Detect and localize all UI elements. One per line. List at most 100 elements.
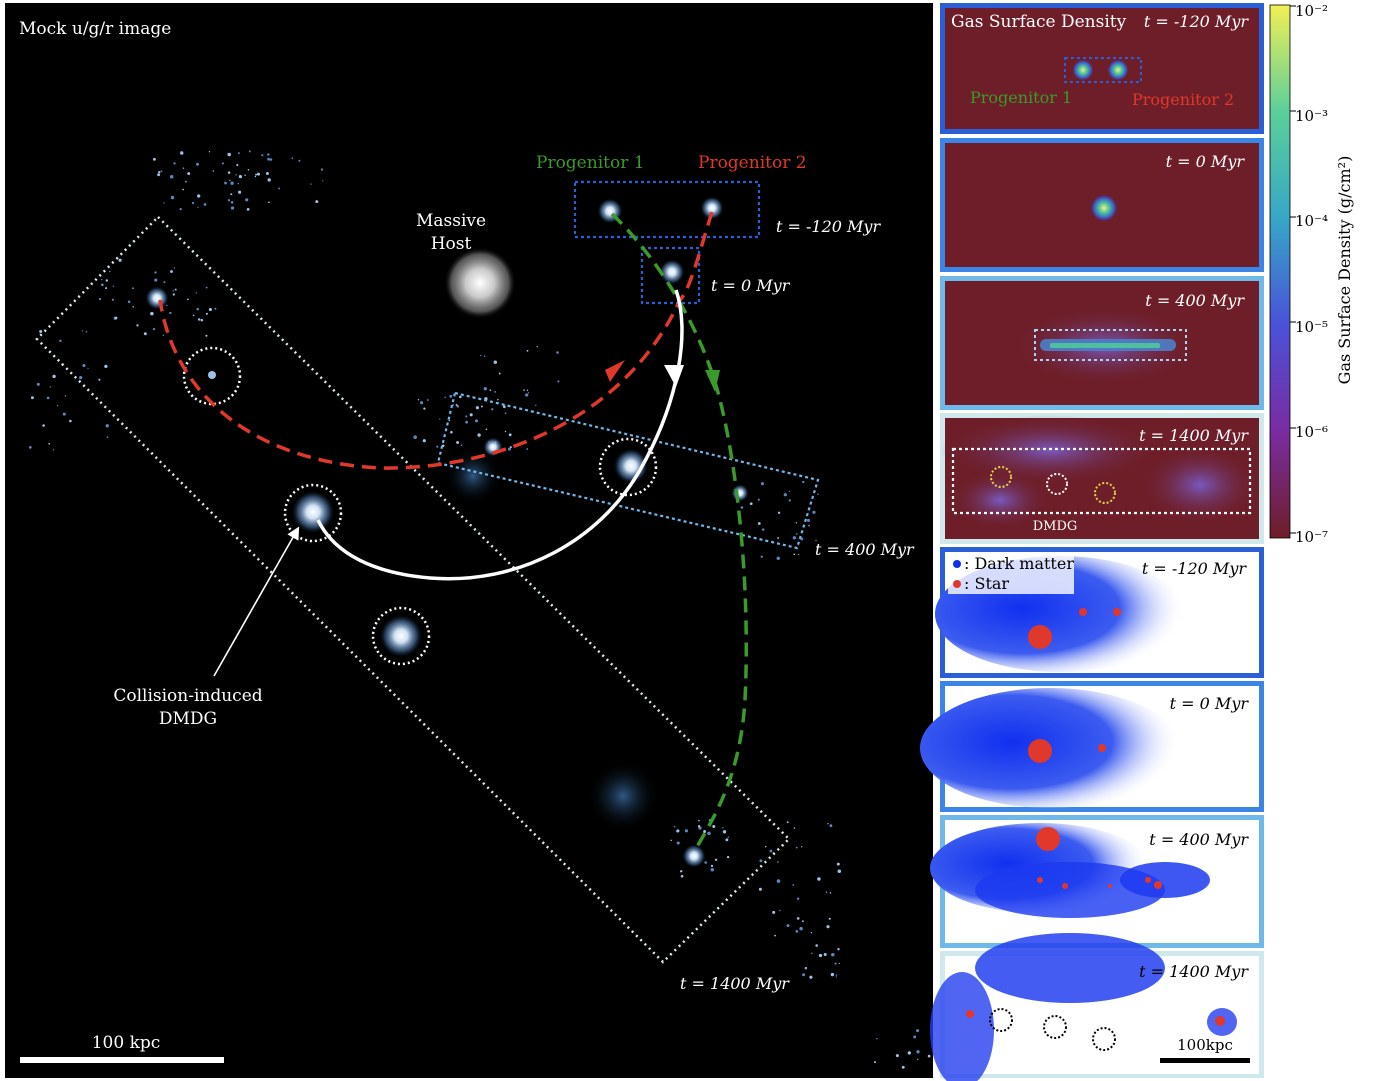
star-particle bbox=[676, 841, 680, 845]
dm-time-label: t = 1400 Myr bbox=[1139, 962, 1249, 981]
star-particle bbox=[182, 188, 184, 191]
merged-progenitor-galaxy bbox=[659, 259, 685, 285]
star-particle bbox=[187, 298, 189, 301]
star-particle bbox=[494, 390, 497, 393]
star-particle bbox=[796, 533, 798, 535]
star-particle bbox=[246, 208, 250, 211]
star-particle bbox=[36, 382, 40, 386]
star-particle bbox=[927, 1054, 931, 1058]
star-particle bbox=[449, 394, 453, 398]
star-particle bbox=[834, 962, 837, 965]
star-particle bbox=[710, 868, 715, 872]
star-particle bbox=[776, 556, 780, 560]
star-particle bbox=[238, 190, 242, 194]
gas-panel-t-0: t = 0 Myr bbox=[940, 138, 1264, 272]
colorbar-tick-label: 10⁻⁶ bbox=[1295, 423, 1328, 441]
star-particle bbox=[679, 870, 683, 873]
star-particle bbox=[836, 862, 840, 866]
star-particle bbox=[205, 312, 208, 315]
dmdg-label: DMDG bbox=[159, 709, 217, 729]
star-particle bbox=[196, 162, 199, 166]
star-particle bbox=[265, 172, 269, 175]
time-label-t-0: t = 0 Myr bbox=[711, 276, 791, 295]
progenitor-1-label: Progenitor 1 bbox=[536, 153, 645, 173]
star-particle bbox=[456, 404, 460, 408]
star-particle bbox=[221, 162, 224, 165]
star-particle bbox=[162, 334, 165, 337]
star-particle bbox=[757, 522, 761, 525]
star-particle bbox=[200, 318, 204, 322]
star-particle bbox=[310, 183, 312, 185]
dmdg-pointer-arrow bbox=[213, 526, 300, 677]
gas-panel-t-minus-120: Gas Surface Density t = -120 Myr Progeni… bbox=[940, 3, 1264, 134]
star-particle bbox=[85, 331, 88, 333]
star-particle bbox=[163, 281, 166, 284]
star-particle bbox=[244, 174, 246, 177]
star-particle bbox=[475, 406, 479, 410]
star-particle bbox=[774, 934, 776, 937]
star-particle bbox=[800, 846, 803, 848]
galaxy bbox=[731, 484, 749, 502]
colorbar-gradient bbox=[1269, 4, 1291, 539]
star-particle bbox=[907, 1051, 912, 1055]
star-particle bbox=[749, 502, 753, 506]
star-particle bbox=[827, 823, 829, 825]
star-particle bbox=[214, 307, 217, 310]
star-particle bbox=[238, 174, 243, 179]
gas-dmdg-label: DMDG bbox=[1033, 519, 1078, 534]
star-particle bbox=[423, 407, 426, 410]
star-particle bbox=[247, 169, 250, 171]
star-particle bbox=[278, 187, 281, 190]
star-particle bbox=[237, 182, 240, 185]
star-particle bbox=[157, 173, 161, 177]
star-particle bbox=[52, 449, 55, 451]
star-particle bbox=[527, 392, 530, 394]
star-particle bbox=[197, 206, 199, 209]
star-particle bbox=[109, 270, 111, 273]
star-particle bbox=[740, 506, 744, 509]
star-particle bbox=[111, 298, 114, 301]
star-particle bbox=[426, 399, 429, 401]
star-particle bbox=[526, 389, 529, 392]
legend-star-label: : Star bbox=[964, 574, 1009, 593]
star-particle bbox=[169, 174, 174, 179]
star-particle bbox=[42, 424, 45, 427]
star-particle bbox=[786, 821, 789, 824]
star-particle bbox=[712, 824, 716, 829]
star-particle bbox=[760, 555, 763, 558]
star-particle bbox=[504, 430, 507, 433]
star-particle bbox=[179, 207, 182, 211]
star-particle bbox=[786, 924, 790, 928]
frame-t-minus-120 bbox=[573, 180, 761, 239]
time-label-t-minus-120: t = -120 Myr bbox=[776, 217, 881, 236]
star-particle bbox=[224, 181, 227, 185]
star-particle bbox=[49, 386, 52, 388]
star-particle bbox=[267, 153, 270, 156]
red-trajectory-arrowhead bbox=[605, 360, 625, 382]
star-particle bbox=[195, 292, 197, 294]
star-particle bbox=[710, 864, 714, 868]
star-particle bbox=[436, 445, 439, 448]
star-particle bbox=[160, 170, 163, 173]
star-particle bbox=[106, 436, 109, 439]
star-particle bbox=[267, 157, 271, 161]
star-particle bbox=[212, 170, 214, 172]
star-particle bbox=[817, 493, 819, 495]
green-trajectory-arrowhead bbox=[705, 370, 720, 392]
colorbar-tick-label: 10⁻⁴ bbox=[1295, 212, 1328, 230]
star-particle bbox=[444, 396, 446, 399]
star-particle bbox=[237, 152, 240, 155]
star-particle bbox=[248, 150, 251, 153]
time-label-t-400: t = 400 Myr bbox=[815, 540, 915, 559]
star-particle bbox=[502, 405, 506, 409]
star-particle bbox=[152, 327, 156, 331]
gas-header: Gas Surface Density bbox=[951, 12, 1127, 32]
star-particle bbox=[39, 330, 43, 333]
star-particle bbox=[838, 962, 840, 965]
star-particle bbox=[152, 157, 156, 161]
star-particle bbox=[916, 1029, 920, 1033]
star-particle bbox=[30, 396, 34, 400]
star-particle bbox=[497, 398, 499, 401]
star-particle bbox=[523, 389, 525, 392]
star-particle bbox=[256, 172, 261, 176]
